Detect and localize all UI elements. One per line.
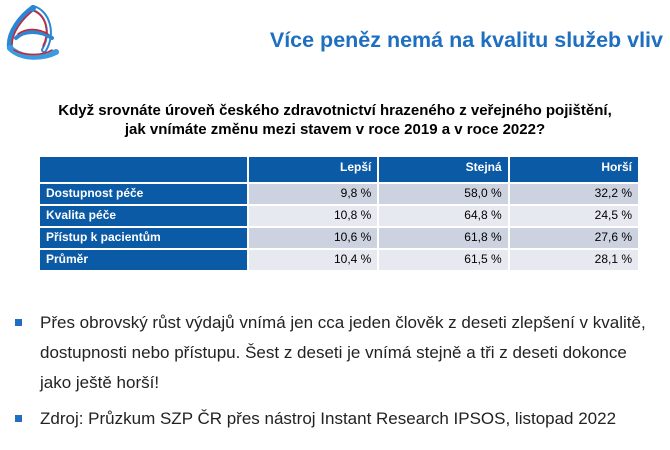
cell-better: 10,6 % (249, 228, 378, 248)
square-bullet-icon (15, 319, 22, 326)
row-label: Průměr (40, 250, 247, 270)
question-line-2: jak vnímáte změnu mezi stavem v roce 201… (124, 121, 546, 138)
header-same: Stejná (379, 157, 508, 182)
header-better: Lepší (249, 157, 378, 182)
table-row: Přístup k pacientům 10,6 % 61,8 % 27,6 % (40, 228, 638, 248)
cell-better: 10,4 % (249, 250, 378, 270)
cell-same: 58,0 % (379, 184, 508, 204)
cell-worse: 32,2 % (509, 184, 638, 204)
logo-icon (6, 5, 59, 60)
row-label: Přístup k pacientům (40, 228, 247, 248)
table-row: Kvalita péče 10,8 % 64,8 % 24,5 % (40, 206, 638, 226)
cell-worse: 24,5 % (509, 206, 638, 226)
table-header-row: Lepší Stejná Horší (40, 157, 638, 182)
bullet-list: Přes obrovský růst výdajů vnímá jen cca … (0, 308, 670, 440)
cell-same: 61,8 % (379, 228, 508, 248)
cell-same: 64,8 % (379, 206, 508, 226)
square-bullet-icon (15, 415, 22, 422)
cell-worse: 27,6 % (509, 228, 638, 248)
cell-better: 10,8 % (249, 206, 378, 226)
survey-question: Když srovnáte úroveň českého zdravotnict… (0, 101, 670, 139)
cell-better: 9,8 % (249, 184, 378, 204)
row-label: Kvalita péče (40, 206, 247, 226)
question-line-1: Když srovnáte úroveň českého zdravotnict… (58, 102, 612, 119)
slide-title: Více peněz nemá na kvalitu služeb vliv (269, 28, 663, 52)
bullet-item: Přes obrovský růst výdajů vnímá jen cca … (0, 308, 670, 398)
bullet-item-source: Zdroj: Průzkum SZP ČR přes nástroj Insta… (0, 404, 670, 434)
cell-same: 61,5 % (379, 250, 508, 270)
table-row: Průměr 10,4 % 61,5 % 28,1 % (40, 250, 638, 270)
table-row: Dostupnost péče 9,8 % 58,0 % 32,2 % (40, 184, 638, 204)
bullet-text: Zdroj: Průzkum SZP ČR přes nástroj Insta… (40, 409, 617, 428)
results-table: Lepší Stejná Horší Dostupnost péče 9,8 %… (38, 155, 640, 272)
row-label: Dostupnost péče (40, 184, 247, 204)
header-empty (40, 157, 247, 182)
bullet-text: Přes obrovský růst výdajů vnímá jen cca … (40, 313, 646, 392)
cell-worse: 28,1 % (509, 250, 638, 270)
header-worse: Horší (509, 157, 638, 182)
